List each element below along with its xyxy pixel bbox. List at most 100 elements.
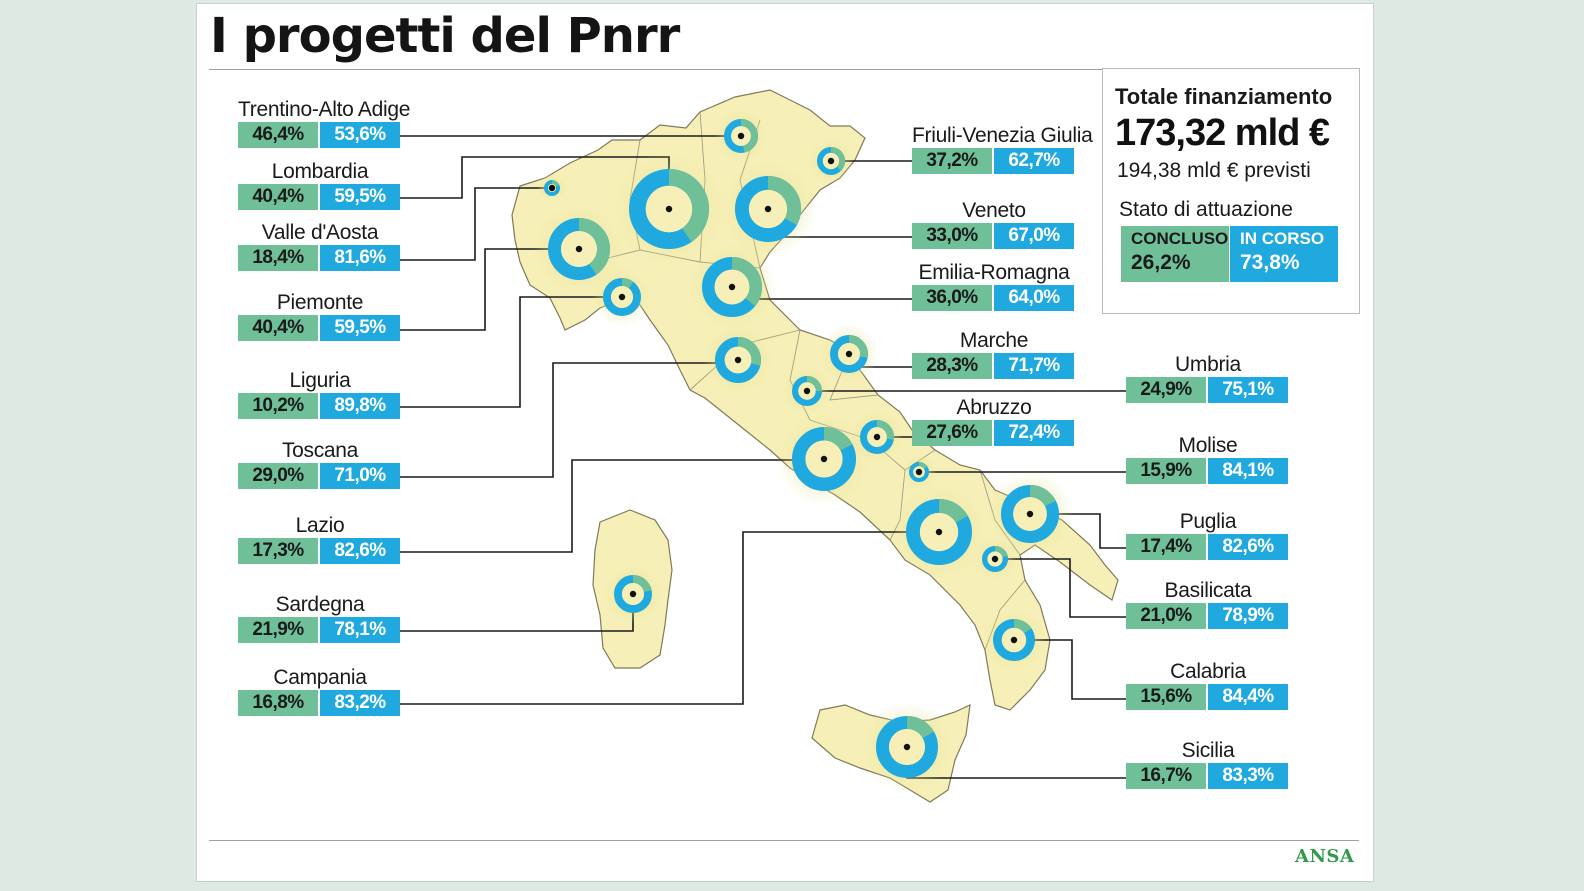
region-in-progress-pct: 64,0% (994, 285, 1074, 311)
region-name: Friuli-Venezia Giulia (912, 124, 1093, 147)
region-toscana: Toscana 29,0% 71,0% (238, 439, 402, 489)
region-in-progress-pct: 75,1% (1208, 377, 1288, 403)
region-in-progress-pct: 89,8% (320, 393, 400, 419)
region-completed-pct: 46,4% (238, 122, 318, 148)
donut-trentino-alto-adige (714, 109, 768, 163)
region-bar: 17,3% 82,6% (238, 538, 402, 564)
region-name: Calabria (1170, 660, 1246, 683)
region-in-progress-pct: 81,6% (320, 245, 400, 271)
region-calabria: Calabria 15,6% 84,4% (1126, 660, 1290, 710)
region-bar: 46,4% 53,6% (238, 122, 402, 148)
page-title: I progetti del Pnrr (210, 8, 680, 64)
region-completed-pct: 16,7% (1126, 763, 1206, 789)
region-name: Puglia (1179, 510, 1237, 533)
region-in-progress-pct: 83,3% (1208, 763, 1288, 789)
region-sicilia: Sicilia 16,7% 83,3% (1126, 739, 1290, 789)
legend-completed-value: 26,2% (1131, 251, 1191, 274)
legend-in-progress: IN CORSO 73,8% (1230, 226, 1338, 282)
total-planned: 194,38 mld € previsti (1117, 159, 1311, 182)
donut-sicilia (861, 701, 953, 793)
region-completed-pct: 18,4% (238, 245, 318, 271)
region-name: Toscana (281, 439, 359, 462)
donut-emilia-romagna (687, 242, 777, 332)
leader-line-valle-d-aosta (398, 187, 552, 261)
region-bar: 29,0% 71,0% (238, 463, 402, 489)
region-completed-pct: 36,0% (912, 285, 992, 311)
region-completed-pct: 21,9% (238, 617, 318, 643)
region-in-progress-pct: 72,4% (994, 420, 1074, 446)
region-lombardia: Lombardia 40,4% 59,5% (238, 160, 402, 210)
region-completed-pct: 37,2% (912, 148, 992, 174)
source-logo: ANSA (1295, 846, 1355, 867)
region-bar: 40,4% 59,5% (238, 184, 402, 210)
region-bar: 27,6% 72,4% (912, 420, 1076, 446)
region-campania: Campania 16,8% 83,2% (238, 666, 402, 716)
legend-completed-label: CONCLUSO (1131, 229, 1229, 248)
donut-basilicata (973, 537, 1017, 581)
donut-toscana (702, 324, 774, 396)
region-basilicata: Basilicata 21,0% 78,9% (1126, 579, 1290, 629)
donut-liguria (592, 267, 652, 327)
region-name: Abruzzo (956, 396, 1032, 419)
region-bar: 15,6% 84,4% (1126, 684, 1290, 710)
region-completed-pct: 15,6% (1126, 684, 1206, 710)
region-completed-pct: 29,0% (238, 463, 318, 489)
region-in-progress-pct: 84,4% (1208, 684, 1288, 710)
region-name: Marche (959, 329, 1029, 352)
region-completed-pct: 27,6% (912, 420, 992, 446)
donut-umbria (782, 366, 832, 416)
region-in-progress-pct: 67,0% (994, 223, 1074, 249)
region-liguria: Liguria 10,2% 89,8% (238, 369, 402, 419)
region-abruzzo: Abruzzo 27,6% 72,4% (912, 396, 1076, 446)
region-friuli-venezia-giulia: Friuli-Venezia Giulia 37,2% 62,7% (912, 124, 1093, 174)
region-name: Valle d'Aosta (261, 221, 379, 244)
region-in-progress-pct: 82,6% (1208, 534, 1288, 560)
leader-line-liguria (398, 296, 622, 408)
donut-molise (901, 454, 937, 490)
legend-in-progress-label: IN CORSO (1240, 229, 1325, 248)
region-name: Trentino-Alto Adige (238, 98, 411, 121)
region-completed-pct: 40,4% (238, 184, 318, 210)
region-completed-pct: 17,3% (238, 538, 318, 564)
donut-campania (890, 483, 988, 581)
region-molise: Molise 15,9% 84,1% (1126, 434, 1290, 484)
leader-line-piemonte (398, 248, 579, 331)
region-in-progress-pct: 59,5% (320, 184, 400, 210)
region-completed-pct: 10,2% (238, 393, 318, 419)
region-name: Lombardia (271, 160, 369, 183)
donut-valle-d-aosta (537, 173, 567, 203)
region-name: Liguria (289, 369, 351, 392)
region-in-progress-pct: 84,1% (1208, 458, 1288, 484)
region-name: Emilia-Romagna (918, 261, 1070, 284)
region-bar: 21,0% 78,9% (1126, 603, 1290, 629)
region-completed-pct: 17,4% (1126, 534, 1206, 560)
region-name: Lazio (295, 514, 345, 537)
status-label: Stato di attuazione (1119, 198, 1293, 221)
region-completed-pct: 21,0% (1126, 603, 1206, 629)
region-bar: 21,9% 78,1% (238, 617, 402, 643)
region-name: Piemonte (276, 291, 364, 314)
region-in-progress-pct: 53,6% (320, 122, 400, 148)
region-completed-pct: 40,4% (238, 315, 318, 341)
donut-lombardia (611, 151, 727, 267)
donut-piemonte (533, 203, 625, 295)
donut-friuli-venezia-giulia (808, 138, 854, 184)
region-bar: 28,3% 71,7% (912, 353, 1076, 379)
title-divider (209, 69, 1359, 70)
region-name: Basilicata (1164, 579, 1252, 602)
region-umbria: Umbria 24,9% 75,1% (1126, 353, 1290, 403)
region-in-progress-pct: 78,9% (1208, 603, 1288, 629)
footer-divider (209, 840, 1359, 841)
donut-puglia (986, 470, 1074, 558)
region-name: Veneto (962, 199, 1026, 222)
region-bar: 15,9% 84,1% (1126, 458, 1290, 484)
legend-completed: CONCLUSO 26,2% (1121, 226, 1229, 282)
region-bar: 33,0% 67,0% (912, 223, 1076, 249)
region-bar: 10,2% 89,8% (238, 393, 402, 419)
region-bar: 40,4% 59,5% (238, 315, 402, 341)
region-bar: 36,0% 64,0% (912, 285, 1076, 311)
region-bar: 24,9% 75,1% (1126, 377, 1290, 403)
leader-line-basilicata (995, 558, 1126, 618)
